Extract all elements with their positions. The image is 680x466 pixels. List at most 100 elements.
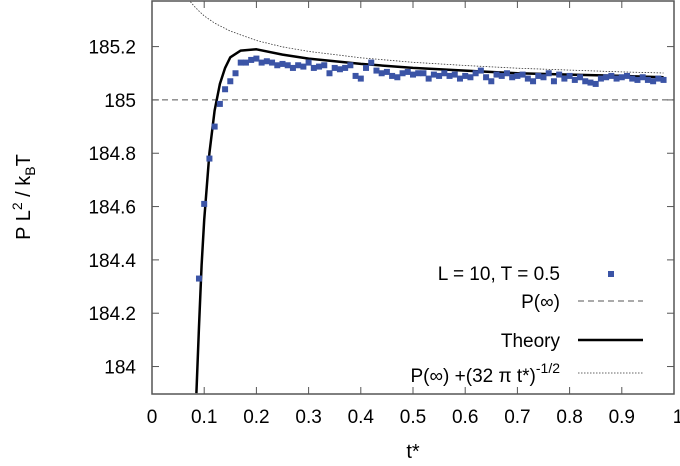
y-tick-label: 185 — [104, 91, 136, 112]
data-point — [629, 75, 636, 82]
data-point — [613, 75, 620, 82]
y-tick-label: 184.4 — [88, 251, 136, 272]
data-point — [216, 100, 223, 107]
data-point — [305, 59, 312, 66]
data-point — [326, 70, 333, 77]
data-point — [242, 59, 249, 66]
x-tick-label: 0.8 — [556, 407, 582, 428]
data-point — [420, 70, 427, 77]
y-tick-label: 184.2 — [88, 304, 136, 325]
data-point — [650, 78, 657, 85]
data-point — [378, 70, 385, 77]
legend-label-data: L = 10, T = 0.5 — [438, 264, 560, 285]
data-point — [550, 78, 557, 85]
x-tick-label: 0.9 — [609, 407, 635, 428]
data-point — [389, 72, 396, 79]
data-point — [352, 72, 359, 79]
y-tick-label: 185.2 — [88, 38, 136, 59]
data-point — [603, 74, 610, 81]
data-point — [503, 70, 510, 77]
data-point — [227, 78, 234, 85]
data-point — [425, 75, 432, 82]
data-point — [587, 79, 594, 86]
data-point — [430, 71, 437, 78]
data-point — [514, 72, 521, 79]
data-point — [597, 75, 604, 82]
data-point — [284, 62, 291, 69]
data-point — [248, 56, 255, 63]
data-point — [289, 64, 296, 71]
data-point — [201, 200, 208, 207]
x-tick-label: 0.7 — [504, 407, 530, 428]
data-point — [624, 72, 631, 79]
data-point — [295, 62, 302, 69]
data-point — [237, 59, 244, 66]
data-point — [373, 67, 380, 74]
data-point — [415, 70, 422, 77]
data-point — [571, 76, 578, 83]
data-point — [519, 71, 526, 78]
legend: L = 10, T = 0.5 P(∞) Theory P(∞) +(32 π … — [411, 264, 643, 387]
x-tick-label: 0.4 — [348, 407, 375, 428]
data-point — [556, 71, 563, 78]
x-tick-label: 0 — [147, 407, 158, 428]
data-point — [644, 76, 651, 83]
y-axis-label: P L2 / kBT — [9, 154, 38, 240]
data-point — [467, 74, 474, 81]
data-point — [269, 59, 276, 66]
data-point — [509, 74, 516, 81]
data-point — [618, 74, 625, 81]
data-point — [535, 72, 542, 79]
data-point — [342, 64, 349, 71]
data-point — [274, 62, 281, 69]
data-point — [232, 70, 239, 77]
data-point — [561, 75, 568, 82]
data-point — [195, 275, 202, 282]
data-point — [253, 55, 260, 62]
x-tick-label: 0.5 — [400, 407, 426, 428]
data-point — [545, 70, 552, 77]
data-point — [634, 76, 641, 83]
x-tick-label: 0.2 — [243, 407, 269, 428]
data-point — [660, 76, 667, 83]
data-point — [530, 78, 537, 85]
data-point — [608, 72, 615, 79]
data-point — [566, 72, 573, 79]
data-point — [655, 75, 662, 82]
legend-marker-data — [608, 271, 614, 277]
data-point — [472, 70, 479, 77]
data-point — [310, 64, 317, 71]
data-point — [347, 62, 354, 69]
data-point — [368, 59, 375, 66]
data-point — [498, 72, 505, 79]
data-point — [483, 74, 490, 81]
data-point — [383, 68, 390, 75]
legend-label-theory: Theory — [501, 331, 561, 352]
data-point — [524, 75, 531, 82]
data-point — [331, 64, 338, 71]
theory-curve — [195, 48, 664, 394]
data-point — [394, 74, 401, 81]
data-point — [540, 74, 547, 81]
data-point — [639, 74, 646, 81]
data-point — [582, 78, 589, 85]
data-point — [300, 63, 307, 70]
data-point — [577, 74, 584, 81]
data-point — [477, 67, 484, 74]
asymptote-curve — [189, 1, 664, 74]
x-axis-label: t* — [406, 441, 420, 463]
data-point — [316, 63, 323, 70]
data-point — [336, 66, 343, 73]
data-point — [363, 64, 370, 71]
y-tick-label: 184.6 — [88, 198, 136, 219]
data-point — [263, 58, 270, 65]
data-point — [206, 155, 213, 162]
data-point — [211, 123, 218, 130]
data-point — [592, 80, 599, 87]
data-point — [399, 70, 406, 77]
y-tick-label: 184.8 — [88, 144, 136, 165]
data-point — [488, 78, 495, 85]
data-point — [258, 59, 265, 66]
x-tick-label: 0.3 — [295, 407, 321, 428]
